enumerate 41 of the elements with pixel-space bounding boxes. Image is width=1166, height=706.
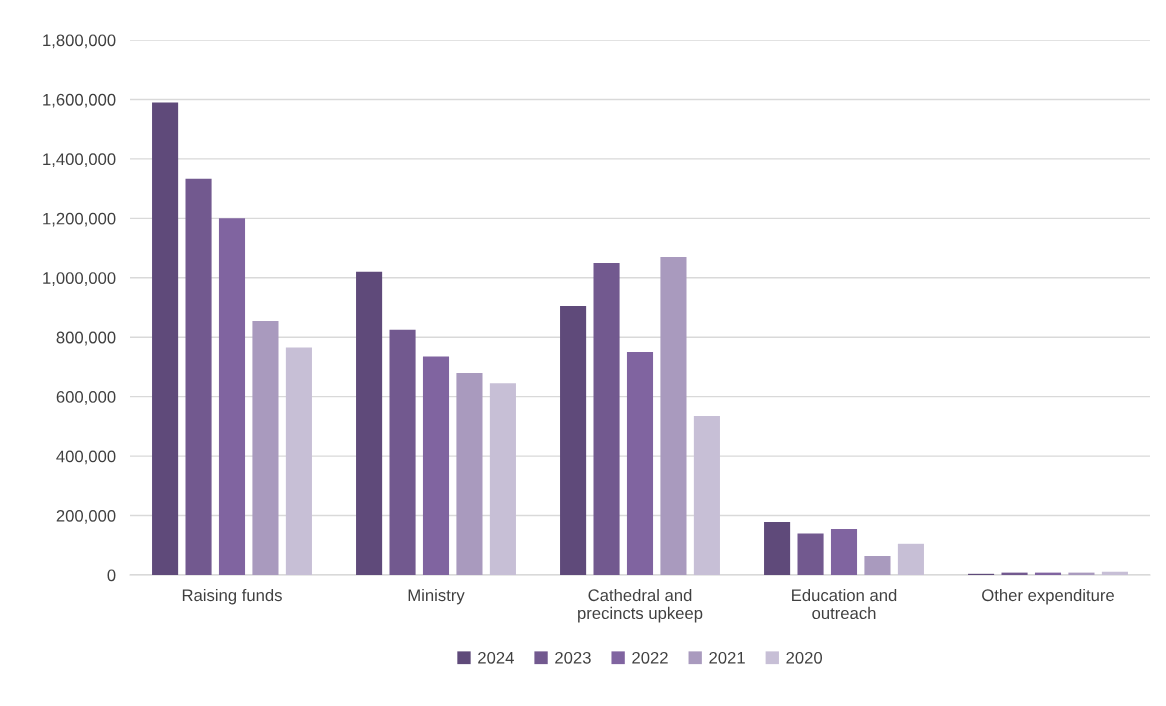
bar <box>797 533 824 575</box>
bar <box>489 383 516 575</box>
legend-label: 2023 <box>555 651 591 664</box>
x-tick-label: Other expenditure <box>982 588 1114 605</box>
bar <box>830 528 858 575</box>
legend-label: 2020 <box>786 651 823 664</box>
legend-label: 2022 <box>632 651 668 664</box>
bar <box>560 306 587 575</box>
bar <box>389 329 416 575</box>
x-tick-label: Raising funds <box>182 588 282 605</box>
bar <box>422 356 450 575</box>
bar <box>356 271 383 575</box>
bar <box>252 320 279 575</box>
y-tick-label: 1,200,000 <box>43 212 116 227</box>
bar <box>218 218 246 575</box>
bar <box>285 347 312 575</box>
bar <box>626 352 654 575</box>
bar <box>660 256 687 575</box>
y-tick-label: 800,000 <box>56 331 116 346</box>
x-tick-label: Education and outreach <box>792 588 897 620</box>
x-tick-label: Cathedral and precincts upkeep <box>578 588 703 623</box>
legend-label: 2021 <box>709 651 745 664</box>
bar <box>593 262 620 575</box>
bar <box>185 178 212 575</box>
bar <box>764 522 791 575</box>
bar <box>864 555 891 575</box>
x-tick-label: Ministry <box>408 588 465 605</box>
y-tick-label: 0 <box>107 569 116 582</box>
y-tick-label: 1,800,000 <box>43 34 116 49</box>
bar <box>897 543 924 575</box>
y-tick-label: 1,000,000 <box>43 272 116 286</box>
y-tick-label: 1,600,000 <box>43 93 116 108</box>
legend-label: 2024 <box>478 651 514 664</box>
bar <box>456 372 483 575</box>
y-tick-label: 200,000 <box>56 509 116 524</box>
bar <box>152 102 179 575</box>
y-tick-label: 400,000 <box>56 450 116 465</box>
y-tick-label: 600,000 <box>56 391 116 405</box>
y-tick-label: 1,400,000 <box>43 153 116 168</box>
bar <box>693 415 720 575</box>
bar <box>1101 571 1128 575</box>
